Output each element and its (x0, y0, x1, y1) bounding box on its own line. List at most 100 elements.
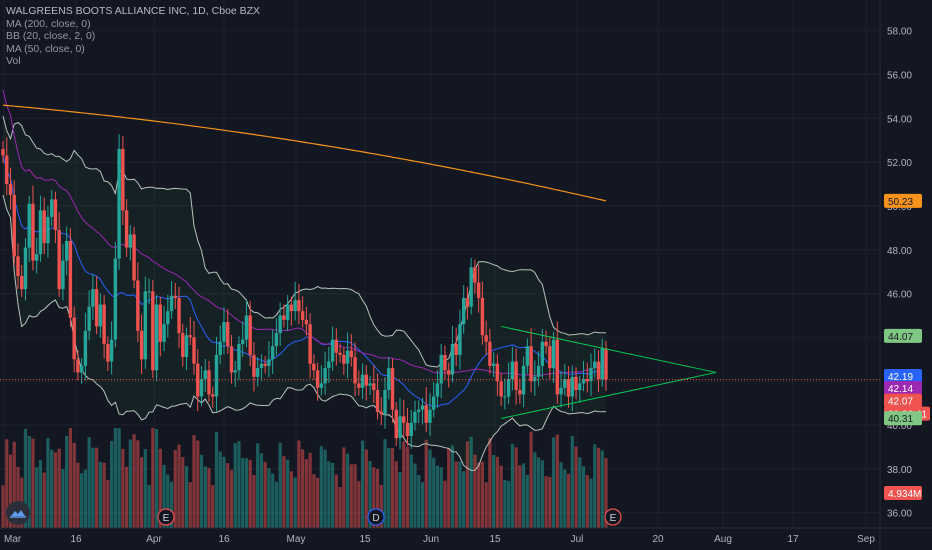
price-marker (884, 393, 922, 408)
volume-bar (518, 465, 522, 528)
volume-bar (199, 454, 204, 528)
volume-bar (301, 449, 305, 528)
candle-body (64, 240, 69, 261)
price-marker (884, 193, 922, 208)
volume-bar (447, 448, 451, 528)
volume-bar (124, 466, 129, 528)
candle-body (226, 322, 230, 347)
candle-body (184, 335, 189, 358)
candle-body (585, 379, 589, 382)
candle-body (203, 370, 207, 380)
tradingview-logo-icon[interactable] (6, 501, 30, 525)
candle-body (199, 379, 204, 397)
candle-body (72, 317, 76, 360)
volume-bar (136, 440, 140, 528)
volume-bar (342, 447, 346, 528)
event-marker-label: E (163, 513, 170, 524)
candle-body (154, 304, 159, 371)
candle-body (23, 247, 28, 290)
volume-bar (548, 477, 552, 528)
indicator-ma200[interactable]: MA (200, close, 0) (6, 17, 91, 30)
candle-body (166, 311, 170, 325)
price-marker (884, 328, 922, 343)
volume-bar (308, 452, 312, 528)
candle-body (495, 363, 500, 382)
candle-body (312, 363, 316, 371)
volume-bar (192, 435, 196, 528)
volume-bar (241, 458, 245, 528)
volume-bar (304, 459, 308, 528)
volume-bar (278, 442, 282, 528)
candle-body (544, 341, 548, 347)
candle-body (274, 333, 279, 347)
candle-body (596, 361, 601, 380)
candle-body (267, 359, 271, 366)
candle-body (102, 304, 106, 344)
volume-bar (379, 485, 383, 528)
volume-bar (319, 446, 323, 528)
indicator-bb[interactable]: BB (20, close, 2, 0) (6, 30, 96, 42)
indicator-ma50[interactable]: MA (50, close, 0) (6, 42, 85, 55)
triangle-pattern-line (500, 325, 717, 419)
price-marker-label: 50.23 (888, 197, 913, 208)
candle-body (570, 376, 574, 397)
candle-body (233, 370, 237, 373)
time-tick-label: Jun (423, 534, 439, 545)
candle-body (214, 354, 219, 397)
symbol-interval: 1D (192, 5, 206, 17)
candle-body (169, 295, 174, 312)
candle-body (417, 409, 421, 412)
volume-bar (589, 478, 593, 528)
price-marker (884, 486, 922, 500)
volume-bar (390, 447, 395, 528)
volume-bar (139, 457, 144, 528)
volume-bar (297, 440, 301, 528)
candle-body (38, 210, 43, 255)
candle-body (319, 383, 324, 388)
candle-body (581, 379, 586, 384)
candle-body (521, 365, 526, 395)
time-axis[interactable]: Mar 16 Apr 16 May 15 Jun 15 Jul 20 Aug 17 Sep (0, 527, 932, 545)
candle-body (604, 348, 608, 380)
volume-bar (465, 441, 470, 528)
candle-body (181, 333, 185, 358)
volume-bar (293, 477, 297, 528)
candle-body (439, 354, 443, 384)
volume-bar (600, 450, 604, 528)
candle-body (79, 365, 84, 373)
volume-bar (132, 434, 136, 528)
candle-body (484, 335, 488, 342)
price-marker-label: 42.07 (888, 397, 913, 408)
candle-body (315, 370, 320, 388)
volume-bar (98, 462, 102, 528)
time-tick-label: 15 (489, 534, 501, 545)
bb-lower-line (2, 194, 607, 471)
candle-body (476, 282, 481, 298)
candle-body (390, 368, 395, 410)
candle-body (113, 258, 118, 340)
volume-bar (271, 473, 275, 528)
volume-bar (256, 443, 260, 528)
candle-body (473, 267, 477, 283)
candle-body (488, 341, 492, 366)
candle-body (578, 383, 582, 390)
volume-bar (222, 456, 226, 528)
volume-bar (87, 437, 91, 528)
volume-bar (507, 480, 511, 528)
candle-body (435, 383, 440, 397)
time-tick-label: 16 (70, 534, 82, 545)
candle-body (132, 234, 136, 281)
candle-body (398, 416, 402, 439)
volume-bar (450, 445, 455, 528)
indicator-vol[interactable]: Vol (6, 55, 21, 67)
candle-body (499, 381, 503, 397)
candle-body (188, 335, 192, 338)
candle-body (128, 234, 133, 248)
volume-bar (323, 449, 327, 528)
candle-body (285, 304, 290, 320)
candle-body (42, 210, 46, 244)
volume-bar (38, 460, 43, 528)
candle-body (529, 346, 533, 382)
